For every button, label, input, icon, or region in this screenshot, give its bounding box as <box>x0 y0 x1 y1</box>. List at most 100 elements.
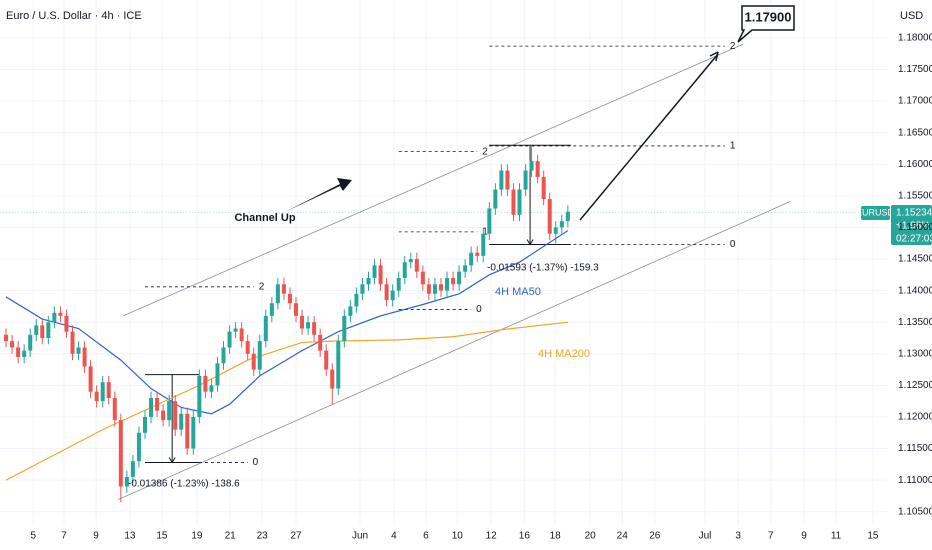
candle-body <box>505 170 510 190</box>
x-tick-label: 9 <box>801 531 807 542</box>
level-label: 1 <box>482 226 488 237</box>
candle-body <box>408 259 413 263</box>
level-label: 2 <box>482 146 488 157</box>
candle-body <box>420 271 425 285</box>
measure-arrow-head <box>168 457 176 464</box>
candle-body <box>106 382 111 399</box>
candle-body <box>257 341 262 370</box>
candle-body <box>336 341 341 389</box>
y-tick-label: 1.11000 <box>898 475 932 486</box>
trend-arrow <box>285 178 352 212</box>
ma-line <box>5 230 569 415</box>
y-tick-label: 1.17000 <box>898 96 932 107</box>
candle-body <box>324 350 329 370</box>
candle-body <box>432 284 437 294</box>
channel-line <box>123 43 744 317</box>
x-tick-label: Jun <box>352 531 368 542</box>
x-tick-label: 7 <box>61 531 67 542</box>
candle-body <box>342 315 347 342</box>
candle-body <box>469 252 474 266</box>
x-tick-label: 23 <box>257 531 269 542</box>
measure-label: -0.01386 (-1.23%) -138.6 <box>128 479 240 490</box>
level-label: 0 <box>253 457 259 468</box>
candle-body <box>366 277 371 285</box>
x-tick-label: 4 <box>391 531 397 542</box>
x-tick-label: 20 <box>585 531 597 542</box>
candle-body <box>40 325 45 338</box>
candle-body <box>100 382 105 402</box>
candle-body <box>203 375 208 392</box>
x-tick-label: Jul <box>699 531 712 542</box>
candle-body <box>300 315 305 329</box>
channel-annotation: Channel Up <box>234 178 352 224</box>
candle-body <box>215 363 220 386</box>
annotation-text: Channel Up <box>234 212 295 224</box>
candle-body <box>155 398 160 411</box>
candle-body <box>149 398 154 417</box>
candle-body <box>523 170 528 190</box>
level-label: 0 <box>476 304 482 315</box>
target-label: 1.17900 <box>745 9 792 24</box>
candle-body <box>112 398 117 421</box>
candle-body <box>535 161 540 177</box>
change: +1.98% <box>896 221 930 232</box>
candle-body <box>517 189 522 215</box>
candle-body <box>10 341 15 348</box>
countdown: 02:27:03 <box>896 234 932 245</box>
candle-body <box>22 350 27 357</box>
x-tick-label: 15 <box>867 531 879 542</box>
y-tick-label: 1.13500 <box>898 317 932 328</box>
candle-body <box>136 432 141 462</box>
level-label: 2 <box>730 41 736 52</box>
candle-body <box>463 265 468 272</box>
candle-body <box>58 312 63 316</box>
candle-body <box>348 306 353 316</box>
level-label: 1 <box>730 141 736 152</box>
y-tick-label: 1.15500 <box>898 190 932 201</box>
x-tick-label: 9 <box>93 531 99 542</box>
candle-body <box>281 284 286 294</box>
candle-body <box>445 277 450 291</box>
x-tick-label: 24 <box>617 531 629 542</box>
candle-body <box>167 401 172 421</box>
candle-body <box>396 277 401 291</box>
candle-body <box>553 227 558 234</box>
candle-body <box>245 341 250 354</box>
x-tick-label: 26 <box>649 531 661 542</box>
grid <box>0 0 888 525</box>
candle-body <box>94 391 99 402</box>
candle-body <box>118 420 123 487</box>
candle-body <box>493 189 498 209</box>
candle-body <box>384 284 389 301</box>
candle-body <box>360 284 365 294</box>
y-tick-label: 1.18000 <box>898 33 932 44</box>
symbol-box <box>861 206 890 220</box>
x-tick-label: 16 <box>519 531 531 542</box>
x-tick-label: 12 <box>486 531 498 542</box>
candle-body <box>559 221 564 228</box>
candle-body <box>438 284 443 291</box>
y-tick-label: 1.11500 <box>898 443 932 454</box>
level-label: 0 <box>730 239 736 250</box>
x-tick-label: 15 <box>156 531 168 542</box>
candle-body <box>34 325 39 335</box>
y-tick-label: 1.16000 <box>898 159 932 170</box>
y-tick-label: 1.14000 <box>898 285 932 296</box>
candle-body <box>354 293 359 307</box>
candle-body <box>64 315 69 332</box>
ma-label: 4H MA50 <box>495 286 541 298</box>
candle-body <box>130 461 135 477</box>
candle-body <box>221 347 226 364</box>
x-tick-label: 3 <box>735 531 741 542</box>
measure-label: -0.01593 (-1.37%) -159.3 <box>487 263 599 274</box>
candle-body <box>46 322 51 338</box>
projection-arrow <box>579 53 719 221</box>
channel-line <box>117 201 791 501</box>
x-tick-label: 19 <box>191 531 203 542</box>
candle-body <box>547 199 552 234</box>
x-tick-label: 6 <box>423 531 429 542</box>
candle-body <box>390 290 395 301</box>
currency: USD <box>900 10 923 22</box>
candle-body <box>529 161 534 171</box>
candle-body <box>173 401 178 430</box>
